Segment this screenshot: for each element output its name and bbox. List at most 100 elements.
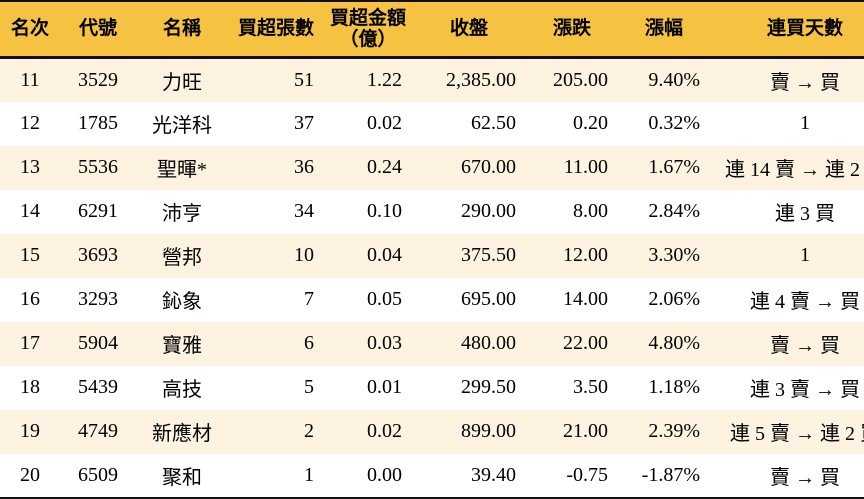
cell-rank: 15	[20, 244, 40, 266]
cell-days: 1	[800, 112, 810, 134]
cell-pct: 1.18%	[648, 376, 700, 398]
table-row: 13 5536 聖暉* 36 0.24 670.00 11.00 1.67% 連 14 賣 → …	[0, 145, 864, 190]
cell-name: 聖暉*	[157, 159, 207, 181]
cell-close: 299.50	[461, 376, 516, 398]
cell-lots: 36	[294, 156, 314, 178]
cell-lots: 6	[304, 332, 314, 354]
cell-pct: 2.39%	[648, 420, 700, 442]
column-header-label: 買超張數	[237, 18, 314, 40]
cell-change: 21.00	[563, 420, 608, 442]
cell-lots: 7	[304, 288, 314, 310]
table-row: 18 5439 高技 5 0.01 299.50 3.50 1.18% 連 3 賣 → 買	[0, 365, 864, 410]
column-header-days: 連買天數	[710, 1, 864, 59]
header-row: 名次 代號 名稱 買超張數 買超金額 （億） 收盤 漲跌 漲幅 連買天數	[0, 1, 864, 59]
cell-rank: 11	[20, 68, 40, 91]
cell-name: 鈊象	[162, 291, 202, 313]
cell-amount: 0.04	[367, 244, 402, 266]
cell-pct: 0.32%	[648, 112, 700, 134]
cell-close: 695.00	[461, 288, 516, 310]
column-header-amount: 買超金額 （億）	[324, 1, 412, 59]
column-header-code: 代號	[60, 1, 136, 59]
cell-amount: 0.01	[367, 376, 402, 398]
column-header-pct: 漲幅	[618, 1, 710, 59]
cell-change: 3.50	[573, 376, 608, 398]
cell-close: 670.00	[461, 156, 516, 178]
cell-rank: 12	[20, 112, 40, 134]
cell-code: 5904	[78, 332, 118, 354]
cell-change: 11.00	[563, 156, 608, 178]
cell-pct: 2.06%	[648, 288, 700, 310]
cell-name: 新應材	[152, 423, 212, 445]
cell-rank: 17	[20, 332, 40, 354]
column-header-label: 名稱	[162, 18, 201, 40]
cell-amount: 0.03	[367, 332, 402, 354]
cell-change: 8.00	[573, 200, 608, 222]
cell-days: 賣 → 買	[770, 335, 840, 357]
cell-close: 62.50	[471, 112, 516, 134]
cell-change: 22.00	[563, 332, 608, 354]
column-header-close: 收盤	[412, 1, 526, 59]
cell-pct: -1.87%	[641, 463, 700, 486]
cell-close: 2,385.00	[446, 68, 516, 91]
cell-code: 3693	[78, 244, 118, 266]
cell-change: 14.00	[563, 288, 608, 310]
cell-amount: 1.22	[367, 68, 402, 91]
table-row: 15 3693 營邦 10 0.04 375.50 12.00 3.30% 1	[0, 233, 864, 278]
cell-close: 375.50	[461, 244, 516, 266]
cell-close: 899.00	[461, 420, 516, 442]
cell-days: 連 4 賣 → 買	[750, 291, 860, 313]
cell-amount: 0.00	[367, 463, 402, 486]
cell-rank: 18	[20, 376, 40, 398]
cell-change: 0.20	[573, 112, 608, 134]
cell-code: 4749	[78, 420, 118, 442]
cell-pct: 1.67%	[648, 156, 700, 178]
cell-change: 205.00	[553, 68, 608, 91]
table-row: 11 3529 力旺 51 1.22 2,385.00 205.00 9.40% 賣 → 買	[0, 57, 864, 102]
cell-lots: 1	[304, 463, 314, 486]
cell-code: 5439	[78, 376, 118, 398]
cell-name: 聚和	[162, 466, 202, 489]
cell-rank: 16	[20, 288, 40, 310]
cell-lots: 34	[294, 200, 314, 222]
column-header-label: 名次	[10, 18, 49, 40]
table-row: 16 3293 鈊象 7 0.05 695.00 14.00 2.06% 連 4 賣 → 買	[0, 277, 864, 322]
cell-code: 3529	[78, 68, 118, 91]
cell-days: 賣 → 買	[770, 71, 840, 94]
cell-days: 連 3 賣 → 買	[750, 379, 860, 401]
column-header-change: 漲跌	[526, 1, 618, 59]
cell-change: -0.75	[566, 463, 608, 486]
table-row: 20 6509 聚和 1 0.00 39.40 -0.75 -1.87% 賣 → 買	[0, 453, 864, 498]
table-body: 11 3529 力旺 51 1.22 2,385.00 205.00 9.40% 賣 → 買 12…	[0, 57, 864, 498]
cell-close: 290.00	[461, 200, 516, 222]
column-header-name: 名稱	[136, 1, 228, 59]
cell-lots: 2	[304, 420, 314, 442]
cell-lots: 37	[294, 112, 314, 134]
column-header-sublabel: （億）	[339, 29, 397, 50]
cell-amount: 0.10	[367, 200, 402, 222]
cell-code: 3293	[78, 288, 118, 310]
cell-close: 39.40	[471, 463, 516, 486]
cell-days: 連 5 賣 → 連 2 買	[730, 423, 864, 445]
cell-name: 高技	[162, 379, 202, 401]
cell-pct: 3.30%	[648, 244, 700, 266]
cell-days: 1	[800, 244, 810, 266]
cell-rank: 19	[20, 420, 40, 442]
cell-amount: 0.02	[367, 420, 402, 442]
cell-days: 賣 → 買	[770, 466, 840, 489]
cell-code: 6509	[78, 463, 118, 486]
cell-name: 營邦	[162, 247, 202, 269]
column-header-label: 漲跌	[552, 18, 591, 40]
table-header: 名次 代號 名稱 買超張數 買超金額 （億） 收盤 漲跌 漲幅 連買天數	[0, 1, 864, 59]
cell-code: 1785	[78, 112, 118, 134]
table-row: 14 6291 沛亨 34 0.10 290.00 8.00 2.84% 連 3 買	[0, 189, 864, 234]
cell-close: 480.00	[461, 332, 516, 354]
cell-name: 沛亨	[162, 203, 202, 225]
cell-pct: 9.40%	[648, 68, 700, 91]
column-header-label: 收盤	[449, 18, 488, 40]
cell-amount: 0.02	[367, 112, 402, 134]
cell-pct: 4.80%	[648, 332, 700, 354]
cell-lots: 51	[294, 68, 314, 91]
table-row: 19 4749 新應材 2 0.02 899.00 21.00 2.39% 連 5 賣 → 連 …	[0, 409, 864, 454]
column-header-lots: 買超張數	[228, 1, 324, 59]
